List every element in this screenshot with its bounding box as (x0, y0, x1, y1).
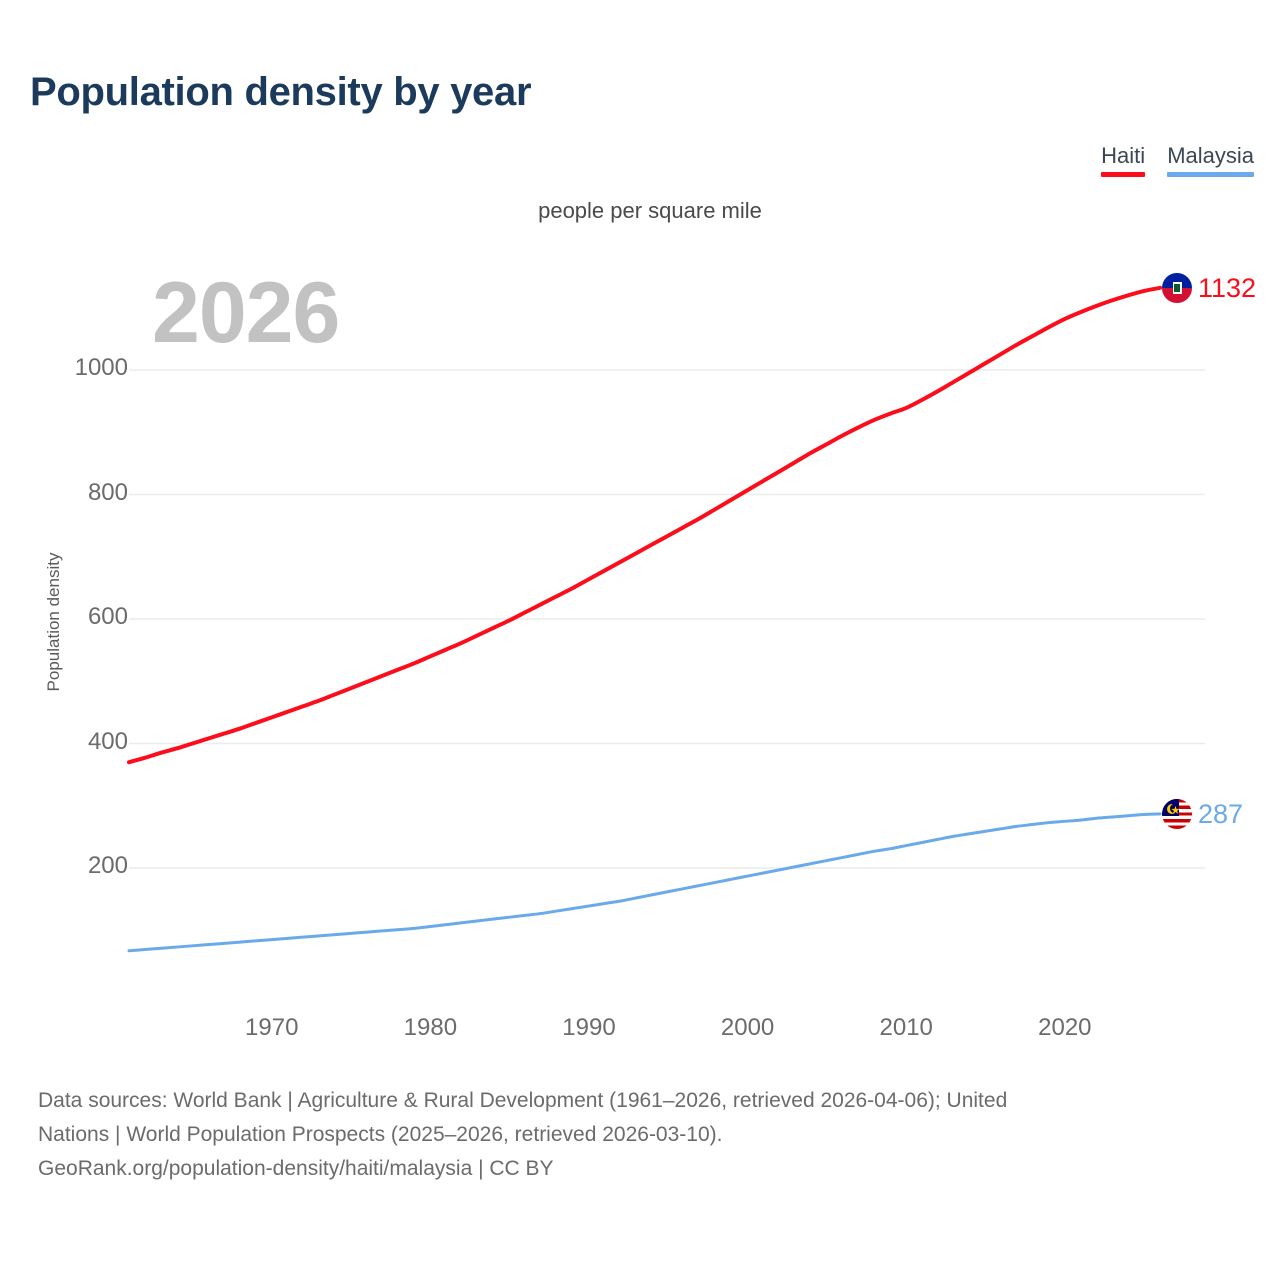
x-tick-label: 2010 (879, 1014, 933, 1041)
page-title: Population density by year (30, 70, 532, 114)
series-line-haiti (127, 285, 1162, 765)
x-tick-label: 2020 (1038, 1014, 1092, 1041)
chart-subtitle: people per square mile (538, 198, 762, 223)
footer-line-1: Data sources: World Bank | Agriculture &… (38, 1089, 1008, 1112)
end-marker-malaysia: 287 (1162, 798, 1244, 829)
y-tick-label: 1000 (74, 354, 128, 381)
y-tick-label: 800 (87, 478, 128, 506)
haiti-flag-icon (1162, 272, 1192, 303)
series-line-malaysia (127, 812, 1162, 953)
end-value-haiti: 1132 (1198, 272, 1257, 303)
end-value-malaysia: 287 (1198, 798, 1244, 829)
y-tick-label: 400 (87, 727, 128, 755)
x-tick-label: 1970 (245, 1014, 299, 1041)
x-tick-label: 1990 (562, 1014, 616, 1041)
x-tick-label: 1980 (403, 1014, 458, 1041)
chart-plot-area: 2026 Population density 1000 800 600 400 200… (44, 265, 1257, 1041)
y-tick-label: 600 (87, 603, 128, 630)
malaysia-flag-icon (1162, 798, 1192, 829)
line-chart-svg (127, 285, 1205, 953)
x-tick-label: 2000 (720, 1014, 775, 1041)
legend-label-haiti: Haiti (1101, 143, 1146, 168)
legend-swatch-malaysia (1167, 172, 1254, 177)
y-tick-label: 200 (87, 852, 128, 879)
legend-swatch-haiti (1101, 172, 1146, 177)
legend-label-malaysia: Malaysia (1167, 143, 1254, 168)
footer-sources: Data sources: World Bank | Agriculture &… (38, 1084, 1263, 1186)
footer-line-2: Nations | World Population Prospects (20… (38, 1123, 723, 1146)
legend-item-malaysia[interactable]: Malaysia (1167, 143, 1254, 177)
legend-item-haiti[interactable]: Haiti (1101, 143, 1146, 177)
chart-legend: Haiti Malaysia (1101, 143, 1254, 177)
year-watermark: 2026 (152, 265, 340, 361)
end-marker-haiti: 1132 (1162, 272, 1257, 303)
footer-line-3: GeoRank.org/population-density/haiti/mal… (38, 1157, 554, 1180)
